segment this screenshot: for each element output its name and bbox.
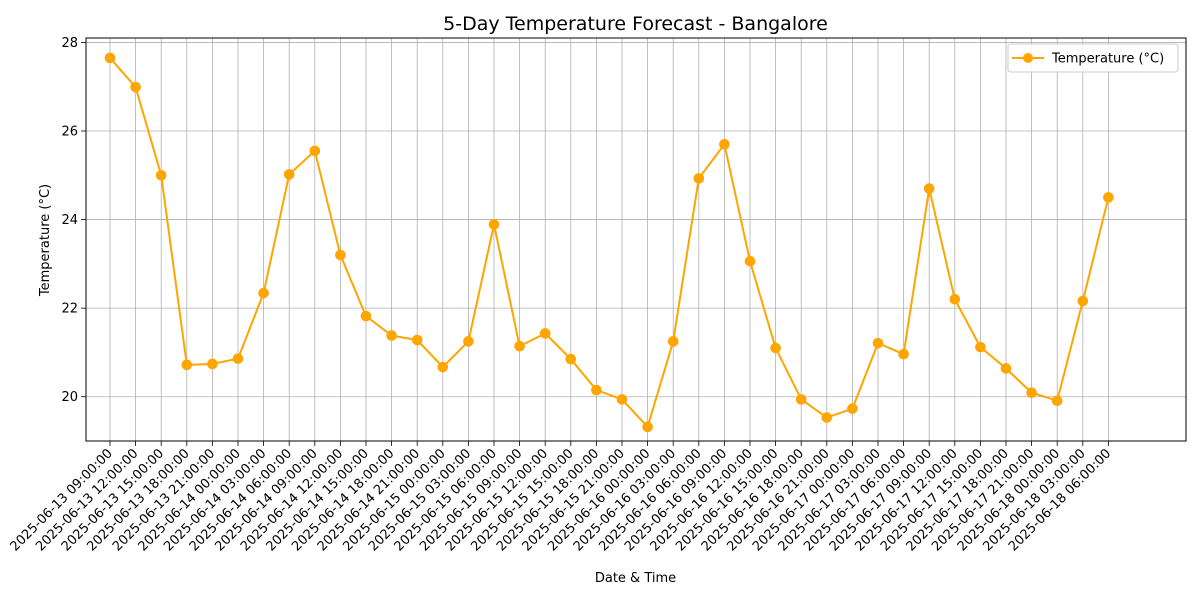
data-point: [795, 394, 807, 405]
y-tick-label: 24: [61, 213, 78, 228]
data-point: [667, 336, 679, 347]
y-tick-labels: 20 22 24 26 28: [61, 36, 78, 405]
chart-title: 5-Day Temperature Forecast - Bangalore: [443, 13, 828, 35]
data-point: [1077, 295, 1089, 307]
data-point: [1000, 363, 1012, 374]
legend-marker-swatch: [1023, 53, 1033, 63]
data-point: [770, 342, 781, 354]
legend-box: [1007, 43, 1179, 73]
data-point: [181, 359, 193, 371]
data-point: [1026, 387, 1037, 399]
grid-lines: [86, 38, 1186, 441]
data-point: [949, 293, 961, 305]
y-tick-label: 26: [61, 125, 78, 140]
data-point: [1051, 395, 1063, 407]
data-point: [488, 219, 500, 230]
plot-frame: [85, 37, 1187, 442]
data-point: [437, 361, 449, 373]
data-point: [514, 340, 525, 352]
y-axis-title: Temperature (°C): [38, 184, 53, 297]
series-layer: [104, 52, 1114, 433]
data-point: [1103, 192, 1114, 203]
data-point: [386, 330, 397, 341]
data-point: [104, 52, 116, 64]
data-point: [693, 173, 705, 184]
y-tick-label: 20: [61, 390, 78, 405]
legend-label: Temperature (°C): [1051, 52, 1164, 67]
data-point: [155, 169, 167, 181]
data-point: [539, 328, 551, 339]
data-point: [130, 81, 141, 93]
data-point: [642, 421, 653, 433]
data-point: [719, 138, 730, 150]
data-point: [872, 337, 884, 349]
data-point: [258, 287, 269, 299]
legend: Temperature (°C): [1007, 43, 1179, 73]
data-point: [923, 183, 935, 194]
data-point: [360, 310, 372, 322]
x-axis-title: Date & Time: [595, 571, 676, 586]
data-point: [847, 403, 858, 414]
data-point: [335, 249, 346, 261]
data-point: [411, 334, 423, 346]
data-point: [898, 348, 909, 360]
data-point: [309, 145, 321, 157]
series-line-temperature: [109, 57, 1110, 428]
data-point: [616, 394, 628, 405]
data-point: [463, 336, 474, 347]
y-tick-label: 28: [61, 36, 78, 51]
data-point: [591, 384, 602, 396]
data-point: [283, 169, 295, 180]
data-point: [975, 341, 986, 353]
data-point: [207, 358, 218, 370]
data-point: [744, 255, 756, 267]
axes: [81, 37, 1187, 446]
data-point: [565, 353, 577, 365]
data-point: [232, 353, 244, 364]
data-point: [821, 412, 833, 423]
y-tick-label: 22: [61, 302, 78, 317]
